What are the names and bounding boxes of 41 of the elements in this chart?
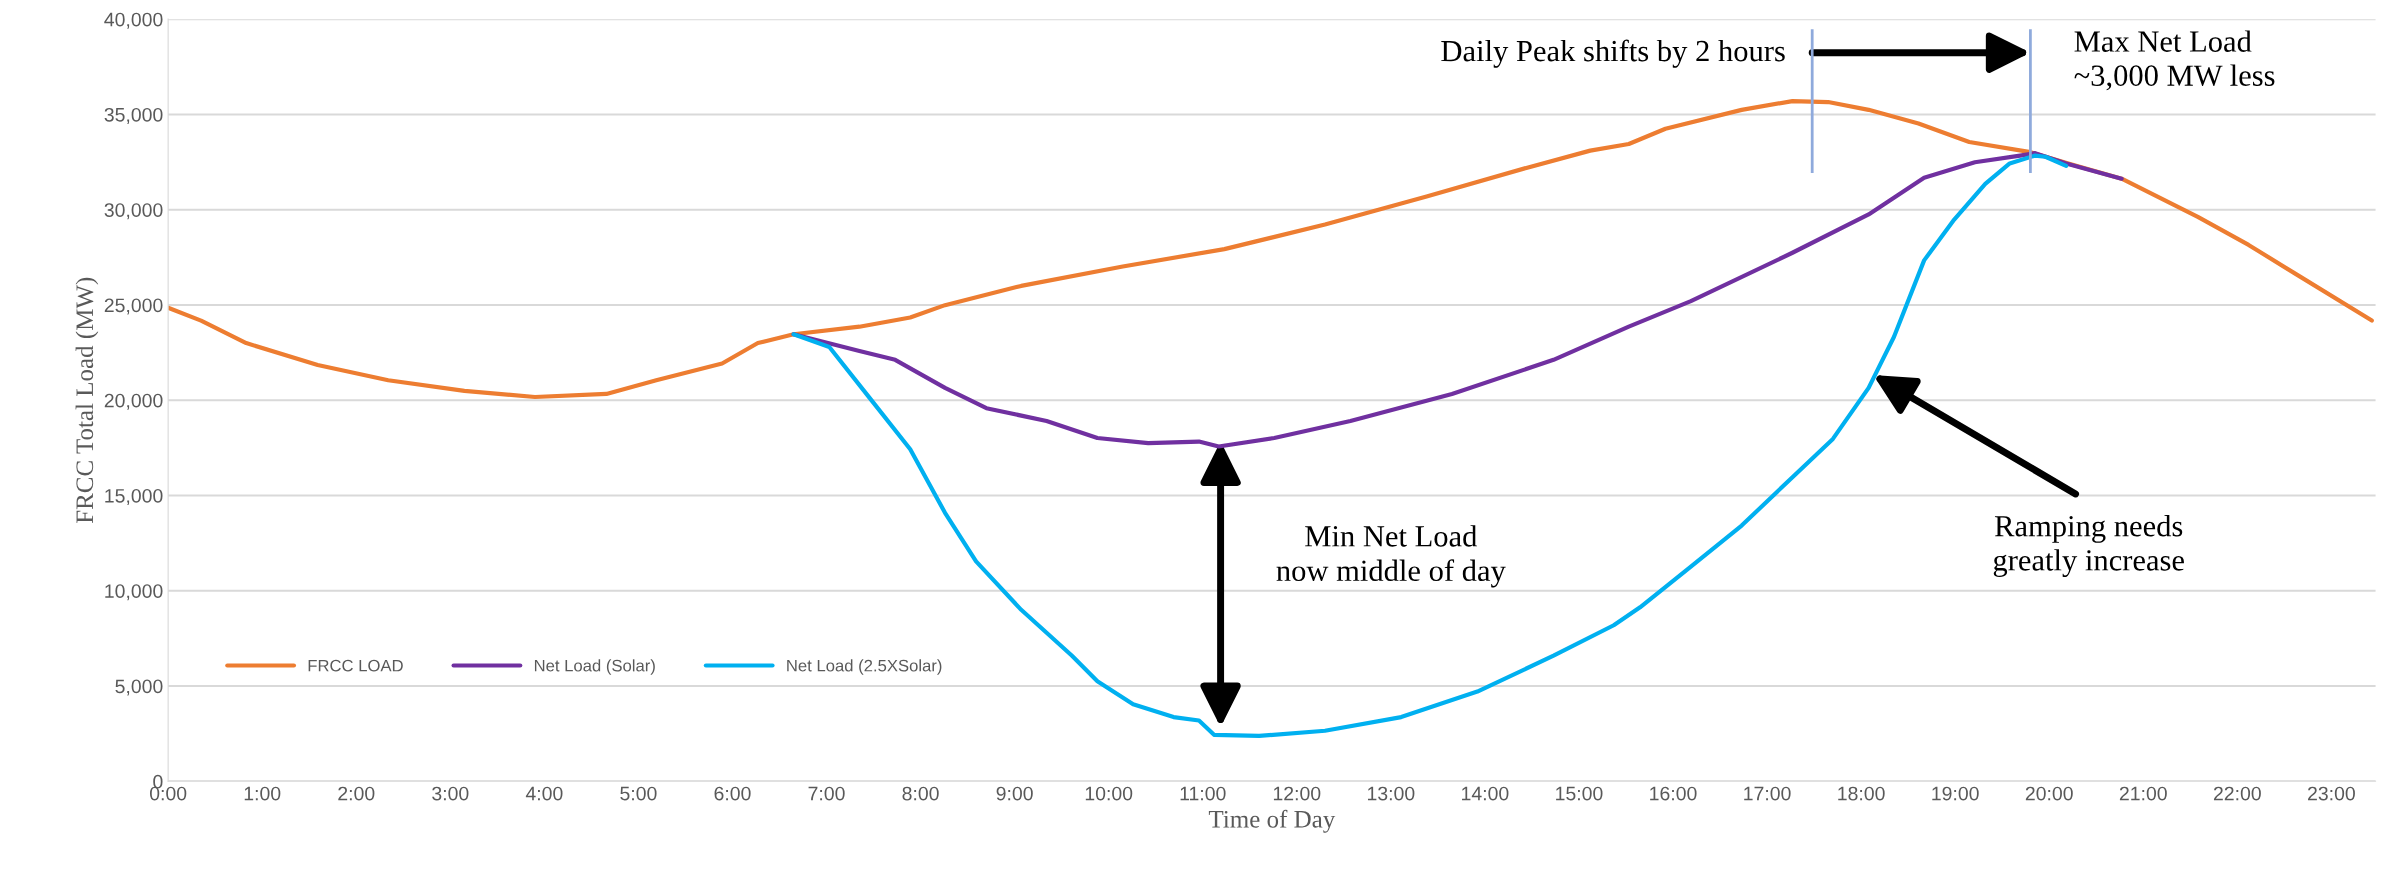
x-tick-label: 7:00 — [808, 786, 845, 801]
annotation: Max Net Load ~3,000 MW less — [2074, 30, 2275, 91]
y-tick-label: 25,000 — [104, 298, 163, 315]
x-tick-label: 2:00 — [338, 786, 375, 801]
x-tick-label: 6:00 — [714, 786, 751, 801]
x-tick-label: 17:00 — [1744, 786, 1791, 801]
y-tick-label: 30,000 — [104, 203, 163, 220]
x-tick-label: 20:00 — [2025, 786, 2073, 801]
x-tick-label: 11:00 — [1180, 786, 1226, 801]
y-axis-title: FRCC Total Load (MW) — [75, 277, 99, 524]
y-tick-label: 20,000 — [104, 393, 163, 410]
x-tick-label: 9:00 — [996, 786, 1033, 801]
x-tick-label: 4:00 — [525, 786, 563, 801]
x-tick-label: 21:00 — [2119, 786, 2167, 801]
x-tick-label: 5:00 — [620, 786, 657, 801]
y-tick-label: 15,000 — [105, 488, 163, 506]
x-tick-label: 10:00 — [1085, 786, 1133, 801]
line-series — [168, 99, 2374, 400]
x-tick-label: 18:00 — [1838, 786, 1885, 801]
y-tick-label: 10,000 — [105, 584, 163, 601]
legend-label: FRCC LOAD — [308, 659, 403, 672]
x-tick-label: 13:00 — [1367, 786, 1415, 801]
y-tick-label: 40,000 — [104, 12, 163, 29]
x-axis-title: Time of Day — [1208, 809, 1336, 833]
annotation: Ramping needs greatly increase — [1993, 515, 2184, 577]
x-tick-label: 22:00 — [2213, 786, 2261, 801]
x-tick-label: 19:00 — [1932, 786, 1979, 801]
x-tick-label: 3:00 — [432, 786, 469, 801]
x-tick-label: 23:00 — [2308, 786, 2355, 801]
y-tick-label: 35,000 — [104, 107, 163, 124]
x-tick-label: 16:00 — [1650, 786, 1697, 801]
x-tick-label: 8:00 — [902, 786, 939, 801]
x-tick-label: 1:00 — [244, 786, 281, 801]
legend-label: Net Load (2.5XSolar) — [787, 659, 942, 675]
annotation: Min Net Load now middle of day — [1276, 525, 1506, 588]
annotation: Daily Peak shifts by 2 hours — [1441, 39, 1785, 68]
x-tick-label: 12:00 — [1273, 786, 1321, 801]
y-tick-label: 5,000 — [115, 679, 163, 696]
legend-label: Net Load (Solar) — [534, 659, 655, 675]
x-tick-label: 15:00 — [1556, 786, 1603, 801]
x-tick-label: 14:00 — [1462, 786, 1509, 801]
